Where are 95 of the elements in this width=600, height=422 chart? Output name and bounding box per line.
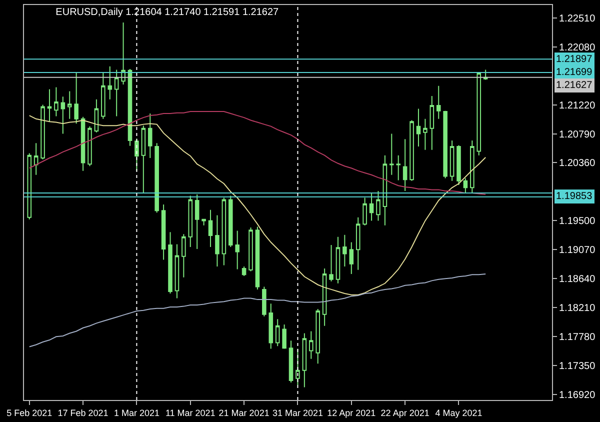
candlestick	[463, 178, 468, 194]
chart-title: EURUSD,Daily 1.21604 1.21740 1.21591 1.21627	[56, 7, 280, 18]
candlestick	[148, 113, 152, 159]
y-tick-label: 1.17350	[559, 361, 596, 372]
candlestick	[47, 88, 52, 122]
candlestick	[101, 72, 106, 120]
candlestick	[309, 330, 314, 360]
candlestick	[40, 104, 45, 160]
candlestick	[382, 154, 388, 226]
x-tick-label: 17 Feb 2021	[58, 408, 108, 418]
y-tick-label: 1.20790	[559, 129, 596, 140]
candlestick	[402, 138, 408, 192]
x-tick-label: 12 Apr 2021	[327, 408, 376, 418]
candlestick	[282, 324, 286, 350]
candlestick	[215, 214, 220, 268]
line-series	[28, 115, 486, 296]
candlestick	[255, 226, 260, 290]
x-tick-label: 22 Apr 2021	[380, 408, 430, 418]
ref-line-label: 1.21897	[556, 54, 593, 65]
candlestick	[248, 226, 253, 272]
candlestick	[188, 195, 193, 248]
line-series	[28, 273, 486, 348]
candlestick	[349, 242, 354, 274]
candlestick	[416, 108, 421, 148]
x-tick-label: 5 Feb 2021	[6, 408, 52, 418]
x-tick-label: 31 Mar 2021	[272, 408, 324, 418]
candlestick	[322, 268, 327, 326]
candlestick	[88, 126, 92, 167]
y-tick-label: 1.18210	[559, 303, 596, 314]
candlestick	[34, 142, 38, 176]
candlestick	[194, 194, 200, 250]
x-tick-label: 4 May 2021	[435, 408, 482, 418]
candlestick	[275, 318, 280, 347]
candlestick	[376, 190, 380, 222]
candlestick	[396, 154, 401, 181]
candlestick	[134, 138, 139, 172]
y-tick-label: 1.17780	[559, 332, 596, 344]
candlestick	[60, 96, 66, 134]
x-tick-label: 1 Mar 2021	[114, 408, 160, 418]
candlestick	[235, 230, 240, 270]
line-series	[28, 111, 486, 195]
candlestick	[67, 90, 72, 120]
candlestick	[450, 140, 454, 182]
candlestick	[54, 86, 58, 117]
y-tick-label: 1.18640	[559, 274, 596, 286]
candlestick	[288, 340, 294, 383]
ref-line-label: 1.21627	[556, 80, 593, 91]
ref-line-label: 1.19853	[556, 191, 593, 202]
candlestick	[222, 197, 226, 266]
candlestick	[470, 140, 474, 194]
candlestick	[114, 69, 119, 117]
candlestick	[74, 72, 78, 124]
candlestick	[316, 308, 320, 364]
candlestick	[208, 209, 213, 248]
y-tick-label: 1.20360	[559, 158, 596, 170]
candlestick	[342, 234, 347, 268]
candlestick	[456, 144, 461, 186]
candlestick	[228, 195, 233, 248]
candlestick	[108, 66, 112, 100]
candlestick	[443, 110, 448, 179]
y-tick-label: 1.19070	[559, 245, 596, 256]
candlestick	[141, 125, 146, 194]
candlestick	[268, 303, 274, 350]
candlestick	[182, 234, 186, 278]
candlestick	[390, 133, 394, 176]
candlestick	[362, 197, 367, 226]
candlestick	[154, 142, 159, 214]
y-tick-label: 1.21220	[559, 100, 596, 112]
candlestick	[336, 236, 340, 284]
candlestick	[202, 218, 206, 226]
candlestick	[430, 96, 434, 150]
candlestick	[242, 266, 246, 276]
x-tick-label: 11 Mar 2021	[165, 408, 216, 418]
candlestick	[174, 244, 180, 299]
candlestick	[27, 152, 32, 220]
candlestick	[369, 192, 374, 222]
y-tick-label: 1.16920	[559, 390, 596, 402]
y-tick-label: 1.22080	[559, 42, 596, 54]
ref-line-label: 1.21699	[556, 67, 593, 78]
candlestick	[168, 232, 172, 294]
candlestick	[121, 22, 126, 86]
x-tick-label: 21 Mar 2021	[218, 408, 270, 418]
candlestick	[476, 72, 482, 156]
candlestick	[161, 204, 166, 260]
candlestick	[356, 216, 360, 270]
candlestick	[94, 98, 99, 133]
candlestick	[329, 244, 334, 282]
candlestick	[302, 332, 307, 388]
candlestick	[410, 120, 414, 182]
candlestick	[423, 118, 428, 150]
y-tick-label: 1.22510	[559, 13, 596, 24]
candlestick	[262, 286, 266, 317]
candlestick	[436, 85, 441, 120]
y-tick-label: 1.19500	[559, 216, 596, 228]
candlestick	[80, 116, 86, 172]
